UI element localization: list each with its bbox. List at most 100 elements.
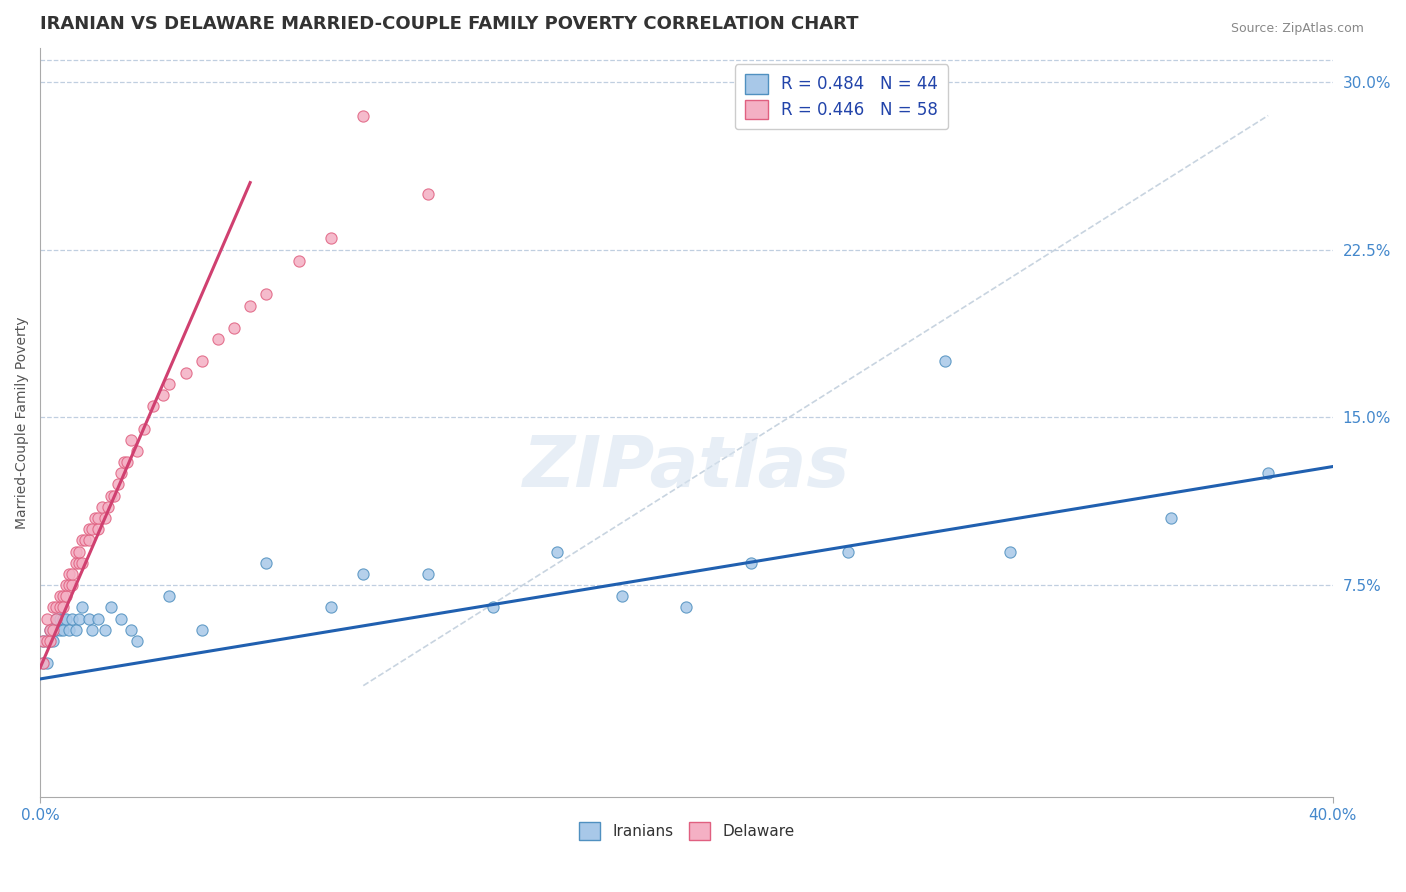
Point (174, 366, 197, 380)
Point (152, 388, 174, 402)
Point (112, 455, 135, 469)
Point (254, 556, 277, 570)
Point (120, 623, 142, 637)
Point (38, 623, 60, 637)
Point (90, 500, 112, 514)
Point (55, 611, 77, 625)
Point (62, 611, 84, 625)
Point (48, 589, 70, 603)
Point (65, 556, 87, 570)
Point (45, 611, 67, 625)
Point (1257, 467, 1279, 481)
Point (80, 522, 103, 536)
Point (52, 589, 75, 603)
Point (70, 600, 93, 615)
Point (117, 455, 139, 469)
Point (52, 611, 75, 625)
Point (416, 566, 439, 581)
Point (35, 634, 58, 648)
Point (546, 544, 568, 558)
Point (45, 611, 67, 625)
Point (42, 600, 65, 615)
Point (207, 332, 229, 346)
Y-axis label: Married-Couple Family Poverty: Married-Couple Family Poverty (15, 317, 30, 529)
Point (157, 376, 180, 391)
Point (35, 634, 58, 648)
Point (239, 299, 262, 313)
Point (222, 321, 245, 335)
Point (254, 287, 277, 301)
Point (52, 623, 75, 637)
Point (62, 578, 84, 592)
Point (998, 544, 1021, 558)
Point (55, 589, 77, 603)
Point (42, 623, 65, 637)
Point (55, 578, 77, 592)
Point (481, 600, 503, 615)
Point (58, 578, 80, 592)
Point (70, 533, 93, 548)
Point (48, 600, 70, 615)
Point (93, 511, 115, 525)
Text: IRANIAN VS DELAWARE MARRIED-COUPLE FAMILY POVERTY CORRELATION CHART: IRANIAN VS DELAWARE MARRIED-COUPLE FAMIL… (41, 15, 859, 33)
Point (75, 533, 97, 548)
Point (100, 600, 122, 615)
Legend: Iranians, Delaware: Iranians, Delaware (572, 816, 800, 846)
Point (190, 354, 212, 368)
Point (62, 566, 84, 581)
Point (70, 556, 93, 570)
Point (610, 589, 633, 603)
Point (58, 623, 80, 637)
Text: Source: ZipAtlas.com: Source: ZipAtlas.com (1230, 22, 1364, 36)
Point (48, 623, 70, 637)
Point (100, 489, 122, 503)
Point (120, 433, 142, 447)
Point (65, 623, 87, 637)
Point (675, 600, 697, 615)
Point (107, 477, 129, 491)
Point (190, 623, 212, 637)
Point (77, 533, 100, 548)
Point (67, 556, 90, 570)
Point (416, 186, 439, 201)
Point (32, 657, 55, 671)
Point (132, 421, 155, 435)
Point (42, 634, 65, 648)
Point (934, 354, 956, 368)
Point (67, 544, 90, 558)
Point (58, 566, 80, 581)
Point (48, 611, 70, 625)
Point (35, 611, 58, 625)
Point (319, 600, 342, 615)
Text: ZIPatlas: ZIPatlas (523, 434, 851, 502)
Point (740, 556, 762, 570)
Point (93, 623, 115, 637)
Point (38, 634, 60, 648)
Point (84, 511, 107, 525)
Point (32, 657, 55, 671)
Point (38, 634, 60, 648)
Point (87, 611, 110, 625)
Point (32, 634, 55, 648)
Point (77, 522, 100, 536)
Point (125, 634, 148, 648)
Point (35, 657, 58, 671)
Point (42, 623, 65, 637)
Point (45, 623, 67, 637)
Point (97, 500, 120, 514)
Point (38, 623, 60, 637)
Point (32, 634, 55, 648)
Point (352, 566, 374, 581)
Point (77, 611, 100, 625)
Point (45, 600, 67, 615)
Point (110, 611, 132, 625)
Point (319, 231, 342, 245)
Point (125, 443, 148, 458)
Point (87, 522, 110, 536)
Point (837, 544, 859, 558)
Point (157, 589, 180, 603)
Point (1160, 511, 1182, 525)
Point (52, 600, 75, 615)
Point (67, 611, 90, 625)
Point (65, 544, 87, 558)
